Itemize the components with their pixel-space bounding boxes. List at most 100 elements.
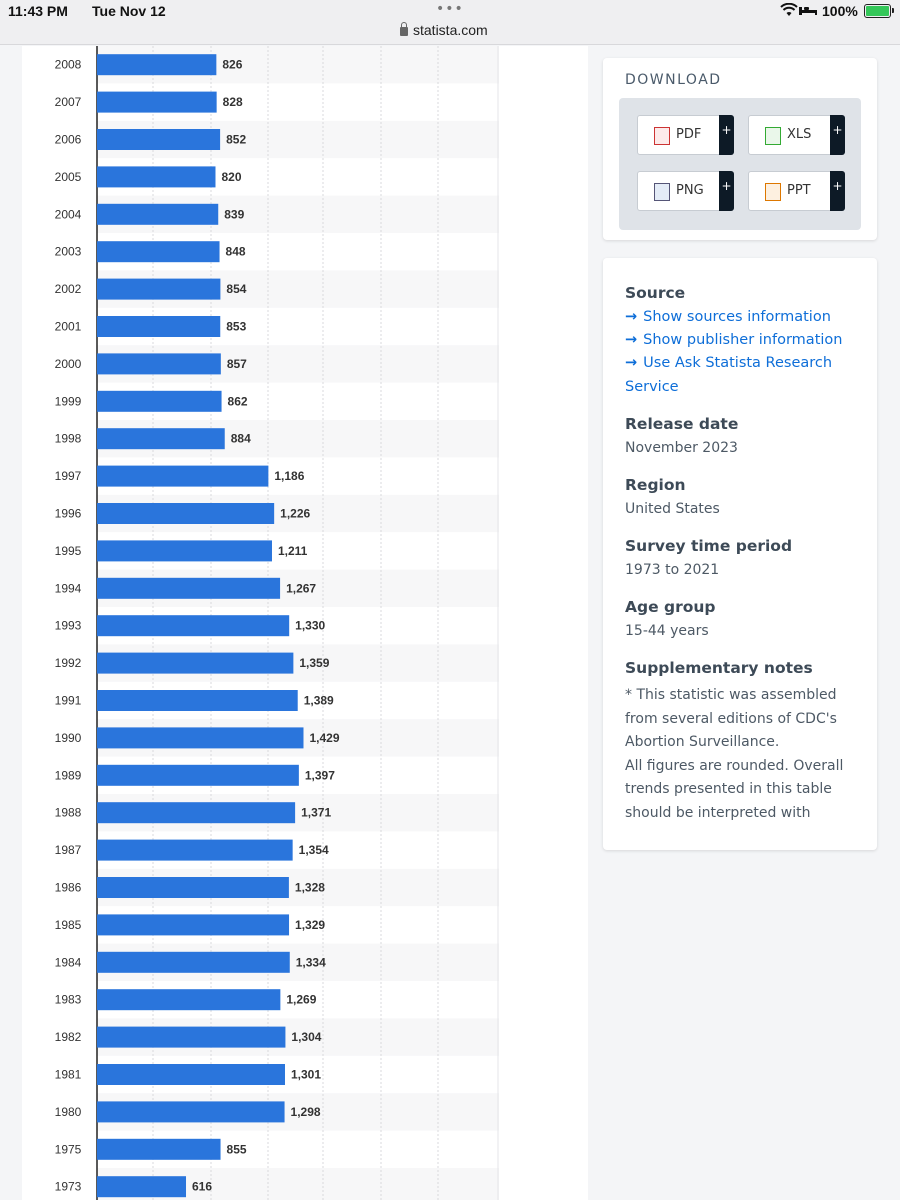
value-label: 1,186 xyxy=(274,469,304,483)
download-card: DOWNLOAD PDF + XLS + PNG + PPT + xyxy=(603,58,877,240)
bar-1984[interactable] xyxy=(97,951,290,973)
bar-1975[interactable] xyxy=(97,1138,221,1160)
arrow-right-icon: → xyxy=(625,355,638,371)
add-png-plus-button[interactable]: + xyxy=(719,171,734,211)
value-label: 1,298 xyxy=(291,1105,321,1119)
multitasking-dots-icon[interactable]: ••• xyxy=(436,1,464,17)
bar-2002[interactable] xyxy=(97,278,221,300)
year-tick-label: 1985 xyxy=(55,918,82,932)
year-tick-label: 1973 xyxy=(55,1180,82,1194)
bar-1998[interactable] xyxy=(97,428,225,450)
notes-line: from several editions of CDC's xyxy=(625,710,837,727)
bar-1996[interactable] xyxy=(97,503,275,524)
bar-1980[interactable] xyxy=(97,1101,285,1123)
bar-2003[interactable] xyxy=(97,241,220,263)
year-tick-label: 2003 xyxy=(55,245,82,259)
release-date-heading: Release date xyxy=(625,415,739,433)
value-label: 1,329 xyxy=(295,918,325,932)
bar-2008[interactable] xyxy=(97,54,217,76)
year-tick-label: 1995 xyxy=(55,544,82,558)
png-file-icon xyxy=(654,183,670,201)
year-tick-label: 1994 xyxy=(55,581,82,595)
download-pdf-button[interactable]: PDF xyxy=(637,115,734,155)
bar-1992[interactable] xyxy=(97,652,294,674)
bar-1973[interactable] xyxy=(97,1176,187,1198)
year-tick-label: 2001 xyxy=(55,320,82,334)
notes-line: should be interpreted with xyxy=(625,804,811,821)
year-tick-label: 1999 xyxy=(55,394,82,408)
value-label: 1,371 xyxy=(301,806,331,820)
year-tick-label: 1996 xyxy=(55,507,82,521)
add-ppt-plus-button[interactable]: + xyxy=(830,171,845,211)
notes-line: All figures are rounded. Overall xyxy=(625,757,844,774)
value-label: 884 xyxy=(231,432,251,446)
bar-1981[interactable] xyxy=(97,1064,285,1085)
year-tick-label: 1990 xyxy=(55,731,82,745)
bar-1983[interactable] xyxy=(97,989,281,1011)
value-label: 1,301 xyxy=(291,1068,321,1082)
value-label: 855 xyxy=(227,1142,247,1156)
bar-1982[interactable] xyxy=(97,1026,286,1048)
battery-icon xyxy=(864,4,894,18)
year-tick-label: 1982 xyxy=(55,1030,82,1044)
year-tick-label: 1991 xyxy=(55,694,82,708)
source-heading: Source xyxy=(625,284,686,302)
value-label: 826 xyxy=(222,58,242,72)
bar-2004[interactable] xyxy=(97,203,219,225)
year-tick-label: 2004 xyxy=(55,207,82,221)
bar-1997[interactable] xyxy=(97,465,269,487)
supplementary-notes: * This statistic was assembled from seve… xyxy=(625,684,865,825)
download-buttons: PDF + XLS + PNG + PPT + xyxy=(619,98,861,230)
pdf-file-icon xyxy=(654,127,670,145)
show-sources-link[interactable]: → Show sources information xyxy=(625,309,831,325)
bar-2005[interactable] xyxy=(97,166,216,188)
supplementary-notes-heading: Supplementary notes xyxy=(625,659,813,677)
value-label: 616 xyxy=(192,1180,212,1194)
notes-line: trends presented in this table xyxy=(625,781,832,797)
bar-chart: 2008 826 2007 828 2006 852 2005 820 2004 839 2003 8… xyxy=(55,46,499,1200)
bar-2000[interactable] xyxy=(97,353,221,375)
value-label: 1,304 xyxy=(291,1030,321,1044)
bar-1985[interactable] xyxy=(97,914,290,936)
download-xls-label: XLS xyxy=(787,127,812,142)
ask-statista-link[interactable]: → Use Ask Statista Research xyxy=(625,355,832,371)
download-xls-button[interactable]: XLS xyxy=(748,115,845,155)
bar-1986[interactable] xyxy=(97,877,289,898)
add-pdf-plus-button[interactable]: + xyxy=(719,115,734,155)
bar-1999[interactable] xyxy=(97,390,222,412)
bar-1991[interactable] xyxy=(97,690,298,711)
bar-1989[interactable] xyxy=(97,764,299,786)
bar-2006[interactable] xyxy=(97,129,221,150)
year-tick-label: 1997 xyxy=(55,469,82,483)
battery-percentage: 100% xyxy=(822,3,858,19)
bar-1994[interactable] xyxy=(97,577,281,599)
value-label: 828 xyxy=(223,95,243,109)
year-tick-label: 2000 xyxy=(55,357,82,371)
year-tick-label: 1980 xyxy=(55,1105,82,1119)
status-date: Tue Nov 12 xyxy=(92,3,166,19)
value-label: 854 xyxy=(226,282,246,296)
bar-1993[interactable] xyxy=(97,615,290,637)
download-png-button[interactable]: PNG xyxy=(637,171,734,211)
bar-1990[interactable] xyxy=(97,727,304,749)
show-publisher-link[interactable]: → Show publisher information xyxy=(625,332,842,348)
age-group-value: 15-44 years xyxy=(625,623,709,639)
address-bar[interactable]: statista.com xyxy=(400,22,488,38)
year-tick-label: 1998 xyxy=(55,432,82,446)
bar-1988[interactable] xyxy=(97,802,296,824)
bar-1987[interactable] xyxy=(97,839,293,861)
bar-2001[interactable] xyxy=(97,316,221,337)
year-tick-label: 1992 xyxy=(55,656,82,670)
notes-line: * This statistic was assembled xyxy=(625,687,837,703)
bar-1995[interactable] xyxy=(97,540,272,562)
bar-2007[interactable] xyxy=(97,91,217,113)
ppt-file-icon xyxy=(765,183,781,201)
region-value: United States xyxy=(625,501,720,517)
status-bar: 11:43 PM Tue Nov 12 ••• statista.com 100… xyxy=(0,0,900,45)
year-tick-label: 2008 xyxy=(55,58,82,72)
value-label: 848 xyxy=(226,245,246,259)
year-tick-label: 2007 xyxy=(55,95,82,109)
add-xls-plus-button[interactable]: + xyxy=(830,115,845,155)
ask-statista-link-continued[interactable]: Service xyxy=(625,379,679,395)
value-label: 1,359 xyxy=(299,656,329,670)
